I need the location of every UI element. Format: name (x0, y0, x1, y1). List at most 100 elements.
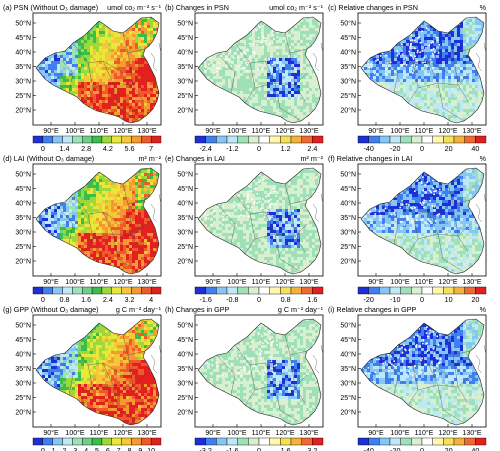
lon-tick-label: 130°E (462, 429, 481, 437)
colorbar-swatch (453, 135, 465, 144)
colorbar-label: 0 (420, 295, 424, 304)
colorbar-label: 8 (127, 446, 131, 451)
panel-unit: g C m⁻² day⁻¹ (116, 305, 162, 314)
colorbar: -3.2 -1.6 0 1.6 3.2 (194, 437, 324, 451)
colorbar-swatch (290, 286, 302, 295)
colorbar-swatch (411, 135, 423, 144)
colorbar-swatch (237, 437, 249, 446)
colorbar-label: 20 (445, 144, 453, 153)
panel-i: (i) Relative changes in GPP % 50°N 45°N 40°N… (328, 305, 487, 451)
colorbar-swatch (443, 286, 455, 295)
lat-tick-label: 50°N (177, 19, 193, 27)
lon-tick-label: 100°E (65, 429, 84, 437)
lon-tick-label: 120°E (275, 429, 294, 437)
lon-tick-label: 90°E (368, 278, 384, 286)
colorbar-swatch (453, 437, 465, 446)
lon-tick-label: 120°E (438, 278, 457, 286)
colorbar-swatch (194, 135, 206, 144)
colorbar: -1.6 -0.8 0 0.8 1.6 (194, 286, 324, 304)
colorbar-swatch (400, 135, 412, 144)
lat-tick-label: 50°N (15, 19, 31, 27)
lat-tick-label: 40°N (340, 350, 356, 358)
colorbar-swatch (269, 437, 281, 446)
lat-tick-label: 50°N (15, 170, 31, 178)
lon-tick-label: 90°E (205, 429, 221, 437)
colorbar: 0 1 2 3 4 5 6 7 8 9 10 (32, 437, 162, 451)
lon-tick-label: 90°E (43, 429, 59, 437)
panel-grid: (a) PSN (Without O₃ damage) umol co₂ m⁻² … (3, 3, 487, 451)
colorbar-label: 6 (106, 446, 110, 451)
colorbar-swatch (194, 286, 206, 295)
colorbar-swatch (121, 286, 132, 295)
colorbar-swatch (226, 437, 238, 446)
colorbar-swatch (269, 135, 281, 144)
panel-title: (b) Changes in PSN (165, 3, 229, 12)
map-frame (357, 314, 487, 428)
colorbar-swatch (194, 437, 206, 446)
panel-title: (h) Changes in GPP (165, 305, 230, 314)
panel-g: (g) GPP (Without O₃ damage) g C m⁻² day⁻¹… (3, 305, 162, 451)
colorbar: -2.4 -1.2 0 1.2 2.4 (194, 135, 324, 153)
colorbar-swatch (72, 437, 83, 446)
panel-title: (c) Relative changes in PSN (328, 3, 418, 12)
lat-tick-label: 40°N (177, 48, 193, 56)
colorbar-swatch (216, 135, 228, 144)
lon-tick-label: 130°E (299, 278, 318, 286)
lon-tick-label: 110°E (252, 278, 271, 286)
colorbar-swatch (475, 286, 487, 295)
colorbar-label: 40 (471, 446, 479, 451)
colorbar-label: -20 (390, 446, 400, 451)
colorbar-swatch (368, 286, 380, 295)
colorbar-swatch (443, 135, 455, 144)
lon-tick-label: 100°E (227, 127, 246, 135)
colorbar-swatch (269, 286, 281, 295)
colorbar-swatch (32, 286, 44, 295)
colorbar-label: -40 (363, 446, 373, 451)
colorbar-swatch (421, 286, 433, 295)
colorbar-swatch (312, 437, 324, 446)
lat-tick-label: 25°N (177, 92, 193, 100)
colorbar-swatch (111, 286, 122, 295)
colorbar-label: 10 (445, 295, 453, 304)
lat-tick-label: 25°N (15, 243, 31, 251)
lat-tick-label: 45°N (15, 34, 31, 42)
colorbar-swatch (389, 437, 401, 446)
map-frame (32, 12, 162, 126)
colorbar-swatch (101, 437, 112, 446)
lon-tick-label: 90°E (205, 278, 221, 286)
lon-tick-label: 130°E (462, 278, 481, 286)
colorbar-label: -20 (390, 144, 400, 153)
colorbar-swatch (205, 135, 217, 144)
lat-tick-label: 30°N (15, 77, 31, 85)
lat-tick-label: 25°N (15, 92, 31, 100)
colorbar-swatch (475, 135, 487, 144)
lat-tick-label: 50°N (177, 321, 193, 329)
colorbar-swatch (150, 437, 162, 446)
panel-unit: umol co₂ m⁻² s⁻¹ (269, 3, 324, 12)
colorbar-swatch (226, 286, 238, 295)
colorbar-swatch (111, 135, 122, 144)
colorbar-swatch (379, 286, 391, 295)
colorbar-swatch (82, 437, 93, 446)
colorbar-swatch (379, 135, 391, 144)
lat-tick-label: 20°N (340, 106, 356, 114)
colorbar-swatch (368, 135, 380, 144)
colorbar-swatch (62, 135, 73, 144)
lon-tick-label: 120°E (113, 278, 132, 286)
colorbar-label: 0.8 (281, 295, 291, 304)
colorbar-label: 5 (95, 446, 99, 451)
map-frame (194, 12, 324, 126)
lat-tick-label: 45°N (340, 34, 356, 42)
lat-tick-label: 25°N (177, 243, 193, 251)
colorbar-swatch (258, 286, 270, 295)
colorbar-label: 20 (445, 446, 453, 451)
lon-tick-label: 120°E (113, 429, 132, 437)
colorbar-label: 3 (73, 446, 77, 451)
colorbar-swatch (42, 286, 53, 295)
colorbar-swatch (368, 437, 380, 446)
lat-tick-label: 45°N (340, 336, 356, 344)
lat-tick-label: 40°N (177, 199, 193, 207)
colorbar-swatch (400, 286, 412, 295)
lat-tick-label: 30°N (340, 77, 356, 85)
colorbar-swatch (312, 286, 324, 295)
